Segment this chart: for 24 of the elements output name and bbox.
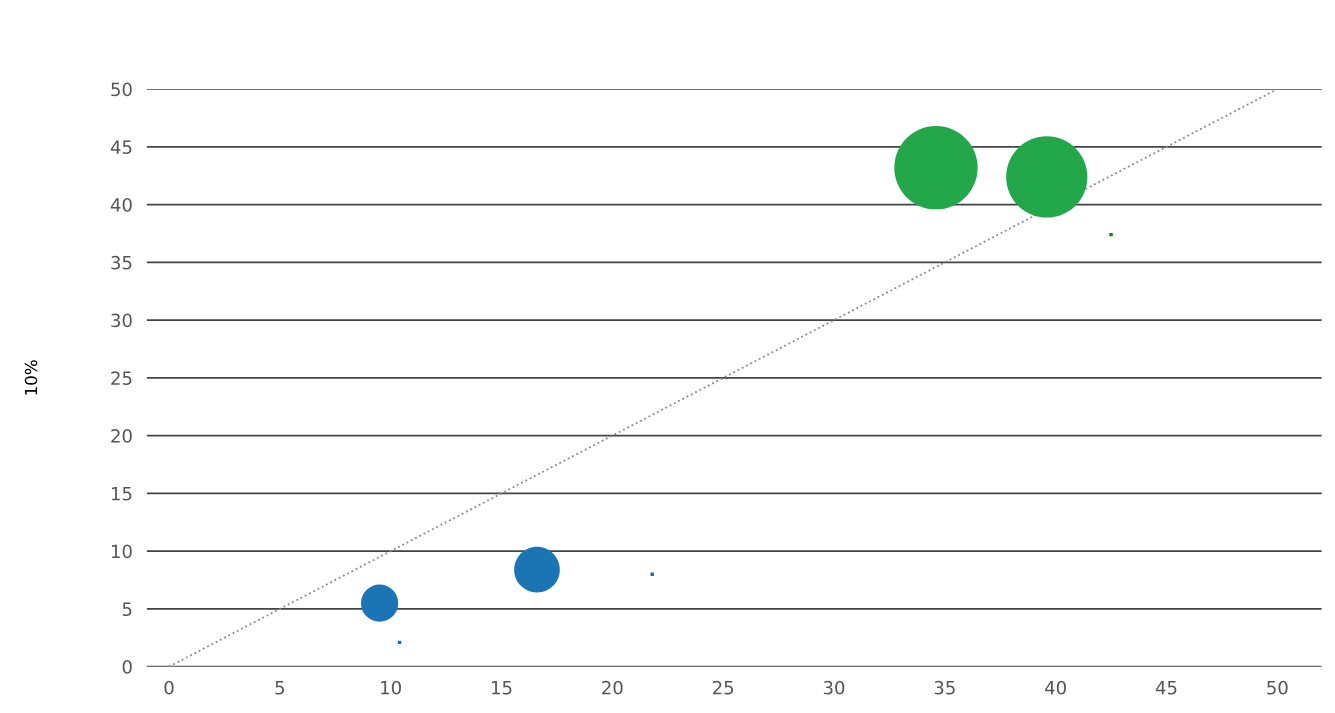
x-tick-label: 25: [713, 680, 734, 695]
y-tick-label: 0: [122, 660, 132, 674]
x-tick-label: 10: [381, 680, 401, 695]
y-tick-label: 15: [111, 487, 132, 501]
y-tick-label: 35: [111, 255, 132, 270]
x-tick-label: 5: [275, 681, 285, 695]
x-tick-label: 50: [1267, 680, 1288, 695]
x-tick-label: 35: [934, 680, 955, 695]
y-tick-label: 20: [111, 429, 132, 443]
y-axis-title: 10%: [24, 360, 38, 395]
point: [1109, 232, 1113, 237]
x-tick-label: 0: [164, 680, 174, 695]
x-tick-label: 40: [1045, 680, 1066, 695]
x-tick-label: 45: [1155, 681, 1177, 695]
y-tick-label: 25: [111, 371, 132, 386]
y-tick-label: 50: [111, 82, 132, 97]
x-tick-label: 15: [492, 681, 512, 695]
y-tick-label: 5: [122, 602, 132, 617]
y-tick-label: 45: [110, 140, 132, 154]
y-tick-label: 30: [111, 313, 132, 328]
y-tick-label: 40: [110, 198, 132, 212]
x-tick-label: 30: [823, 680, 845, 695]
y-tick-label: 10: [111, 544, 132, 559]
x-tick-label: 20: [602, 680, 623, 695]
